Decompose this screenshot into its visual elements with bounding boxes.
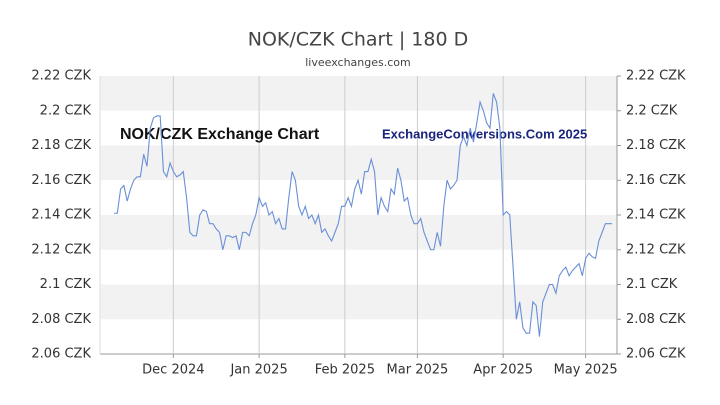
chart-subtitle: liveexchanges.com [305, 56, 410, 69]
x-tick-label: May 2025 [554, 363, 618, 378]
y-tick-label: 2.12 CZK [31, 242, 91, 257]
x-tick-label: Dec 2024 [142, 363, 204, 378]
y2-tick-label: 2.08 CZK [626, 312, 686, 327]
x-tick-label: Feb 2025 [315, 363, 375, 378]
y2-tick-label: 2.2 CZK [626, 103, 678, 118]
x-tick-label: Jan 2025 [229, 363, 287, 378]
data-line [114, 93, 612, 337]
y-tick-label: 2.2 CZK [40, 103, 92, 118]
y2-tick-label: 2.12 CZK [626, 242, 686, 257]
annotation: ExchangeConversions.Com 2025 [382, 126, 587, 141]
grid-band [100, 215, 617, 250]
y2-tick-label: 2.16 CZK [626, 173, 686, 188]
y-tick-label: 2.14 CZK [31, 208, 91, 223]
y-tick-label: 2.08 CZK [31, 312, 91, 327]
chart-title: NOK/CZK Chart | 180 D [248, 29, 468, 51]
y2-tick-label: 2.18 CZK [626, 138, 686, 153]
y-tick-label: 2.16 CZK [31, 173, 91, 188]
x-tick-label: Mar 2025 [387, 363, 449, 378]
y2-tick-label: 2.22 CZK [626, 69, 686, 84]
grid-band [100, 284, 617, 320]
y-tick-label: 2.22 CZK [31, 69, 91, 84]
annotation: NOK/CZK Exchange Chart [120, 126, 320, 143]
x-tick-label: Apr 2025 [473, 363, 533, 378]
y-tick-label: 2.06 CZK [31, 347, 91, 362]
y2-tick-label: 2.14 CZK [626, 208, 686, 223]
grid-band [100, 145, 617, 181]
y-tick-label: 2.1 CZK [40, 277, 92, 292]
y-tick-label: 2.18 CZK [31, 138, 91, 153]
grid-band [100, 76, 617, 111]
y2-tick-label: 2.06 CZK [626, 347, 686, 362]
y2-tick-label: 2.1 CZK [626, 277, 678, 292]
